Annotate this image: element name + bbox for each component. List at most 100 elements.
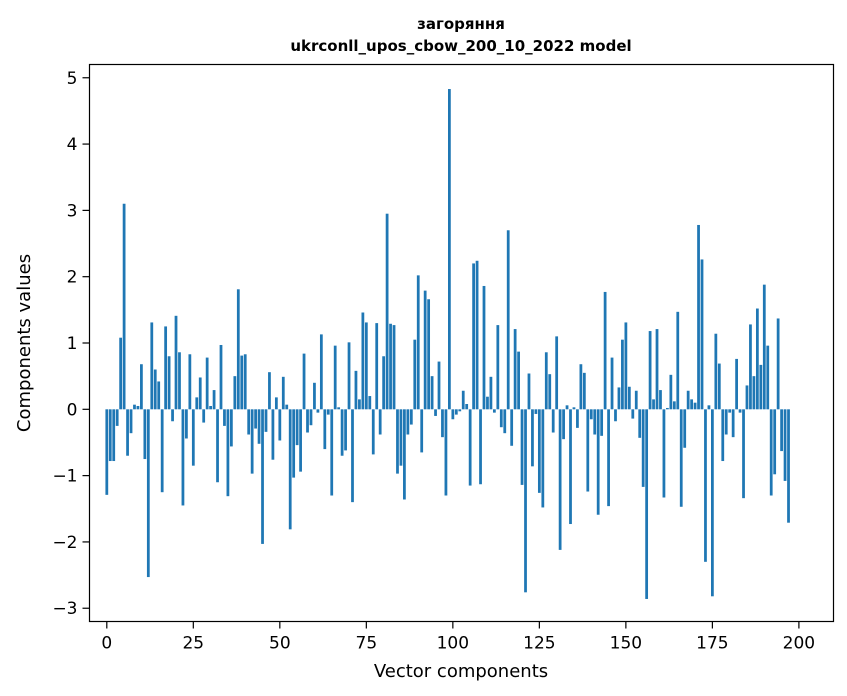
bar	[229, 409, 233, 447]
bar	[157, 381, 161, 410]
bar	[361, 312, 365, 410]
bar	[458, 409, 462, 412]
bar	[416, 275, 420, 410]
bar	[133, 404, 136, 410]
x-tick-label: 25	[182, 634, 204, 654]
bar	[600, 409, 604, 436]
bar	[326, 409, 330, 415]
bars-group	[105, 89, 790, 599]
bar	[586, 409, 590, 492]
y-axis-label: Components values	[14, 254, 35, 432]
x-tick-label: 125	[523, 634, 555, 654]
bar	[378, 409, 382, 435]
bar	[724, 409, 728, 435]
x-axis-label: Vector components	[374, 661, 548, 682]
bar	[700, 259, 704, 410]
bar	[496, 325, 500, 410]
x-tick-label: 100	[437, 634, 469, 654]
y-tick-label: 2	[67, 268, 78, 288]
x-tick-label: 50	[269, 634, 291, 654]
bar	[382, 356, 386, 410]
bar	[358, 399, 361, 410]
bar	[579, 364, 583, 410]
bar	[271, 409, 275, 460]
bar	[344, 409, 347, 451]
bar	[683, 409, 687, 448]
bar	[641, 409, 645, 487]
bar	[340, 409, 344, 456]
bar	[631, 409, 635, 419]
bar	[607, 409, 610, 507]
bar	[676, 311, 680, 410]
bar	[704, 409, 707, 562]
bar	[714, 333, 718, 410]
bar	[468, 409, 472, 486]
bar	[122, 203, 126, 410]
bar	[465, 404, 469, 410]
bar	[399, 409, 403, 466]
bar	[783, 409, 787, 481]
bar	[319, 334, 323, 410]
bar	[375, 323, 379, 410]
bar	[728, 409, 732, 413]
bar	[368, 396, 372, 410]
y-tick-label: −2	[52, 533, 77, 553]
bar	[434, 409, 437, 416]
x-tick-label: 75	[356, 634, 378, 654]
bar	[711, 409, 714, 597]
x-tick-label: 200	[783, 634, 815, 654]
bar	[129, 409, 133, 434]
bar	[146, 409, 150, 578]
bar	[226, 409, 230, 497]
bar	[323, 409, 327, 450]
bar	[236, 289, 240, 410]
bar	[385, 213, 389, 410]
bar	[659, 390, 662, 410]
bar	[596, 409, 600, 515]
y-tick-label: −3	[52, 599, 77, 619]
bar	[524, 409, 527, 593]
bar	[437, 361, 441, 410]
bar	[333, 345, 337, 410]
bar	[652, 399, 655, 410]
bar	[544, 352, 548, 410]
bar	[759, 364, 763, 410]
bar	[136, 405, 140, 410]
bar	[787, 409, 790, 523]
bar	[119, 337, 123, 410]
bar	[448, 89, 451, 410]
bar	[105, 409, 109, 495]
bar	[364, 322, 368, 410]
bar	[140, 364, 143, 410]
bar	[371, 409, 375, 455]
bar	[752, 376, 756, 410]
bar	[160, 409, 164, 493]
bar	[672, 401, 676, 410]
y-tick-label: 4	[67, 135, 78, 155]
bar	[257, 409, 261, 444]
bar	[108, 409, 112, 462]
bar	[489, 376, 493, 410]
bar	[679, 409, 683, 507]
bar	[316, 409, 320, 413]
bar	[351, 409, 354, 503]
bar	[195, 397, 199, 410]
bar	[589, 409, 593, 420]
bar	[662, 409, 666, 498]
bar	[762, 284, 766, 410]
bar	[766, 345, 770, 410]
bar	[738, 409, 742, 413]
bar	[690, 399, 694, 410]
bar	[178, 352, 181, 410]
x-tick-label: 175	[696, 634, 728, 654]
bar	[247, 409, 251, 435]
bar	[565, 405, 569, 410]
bar	[593, 409, 597, 435]
bar	[569, 409, 572, 525]
bar	[444, 409, 448, 496]
bar	[216, 409, 219, 483]
bar	[112, 409, 116, 462]
x-tick-label: 0	[101, 634, 112, 654]
bar	[669, 374, 673, 410]
bar	[413, 339, 417, 410]
